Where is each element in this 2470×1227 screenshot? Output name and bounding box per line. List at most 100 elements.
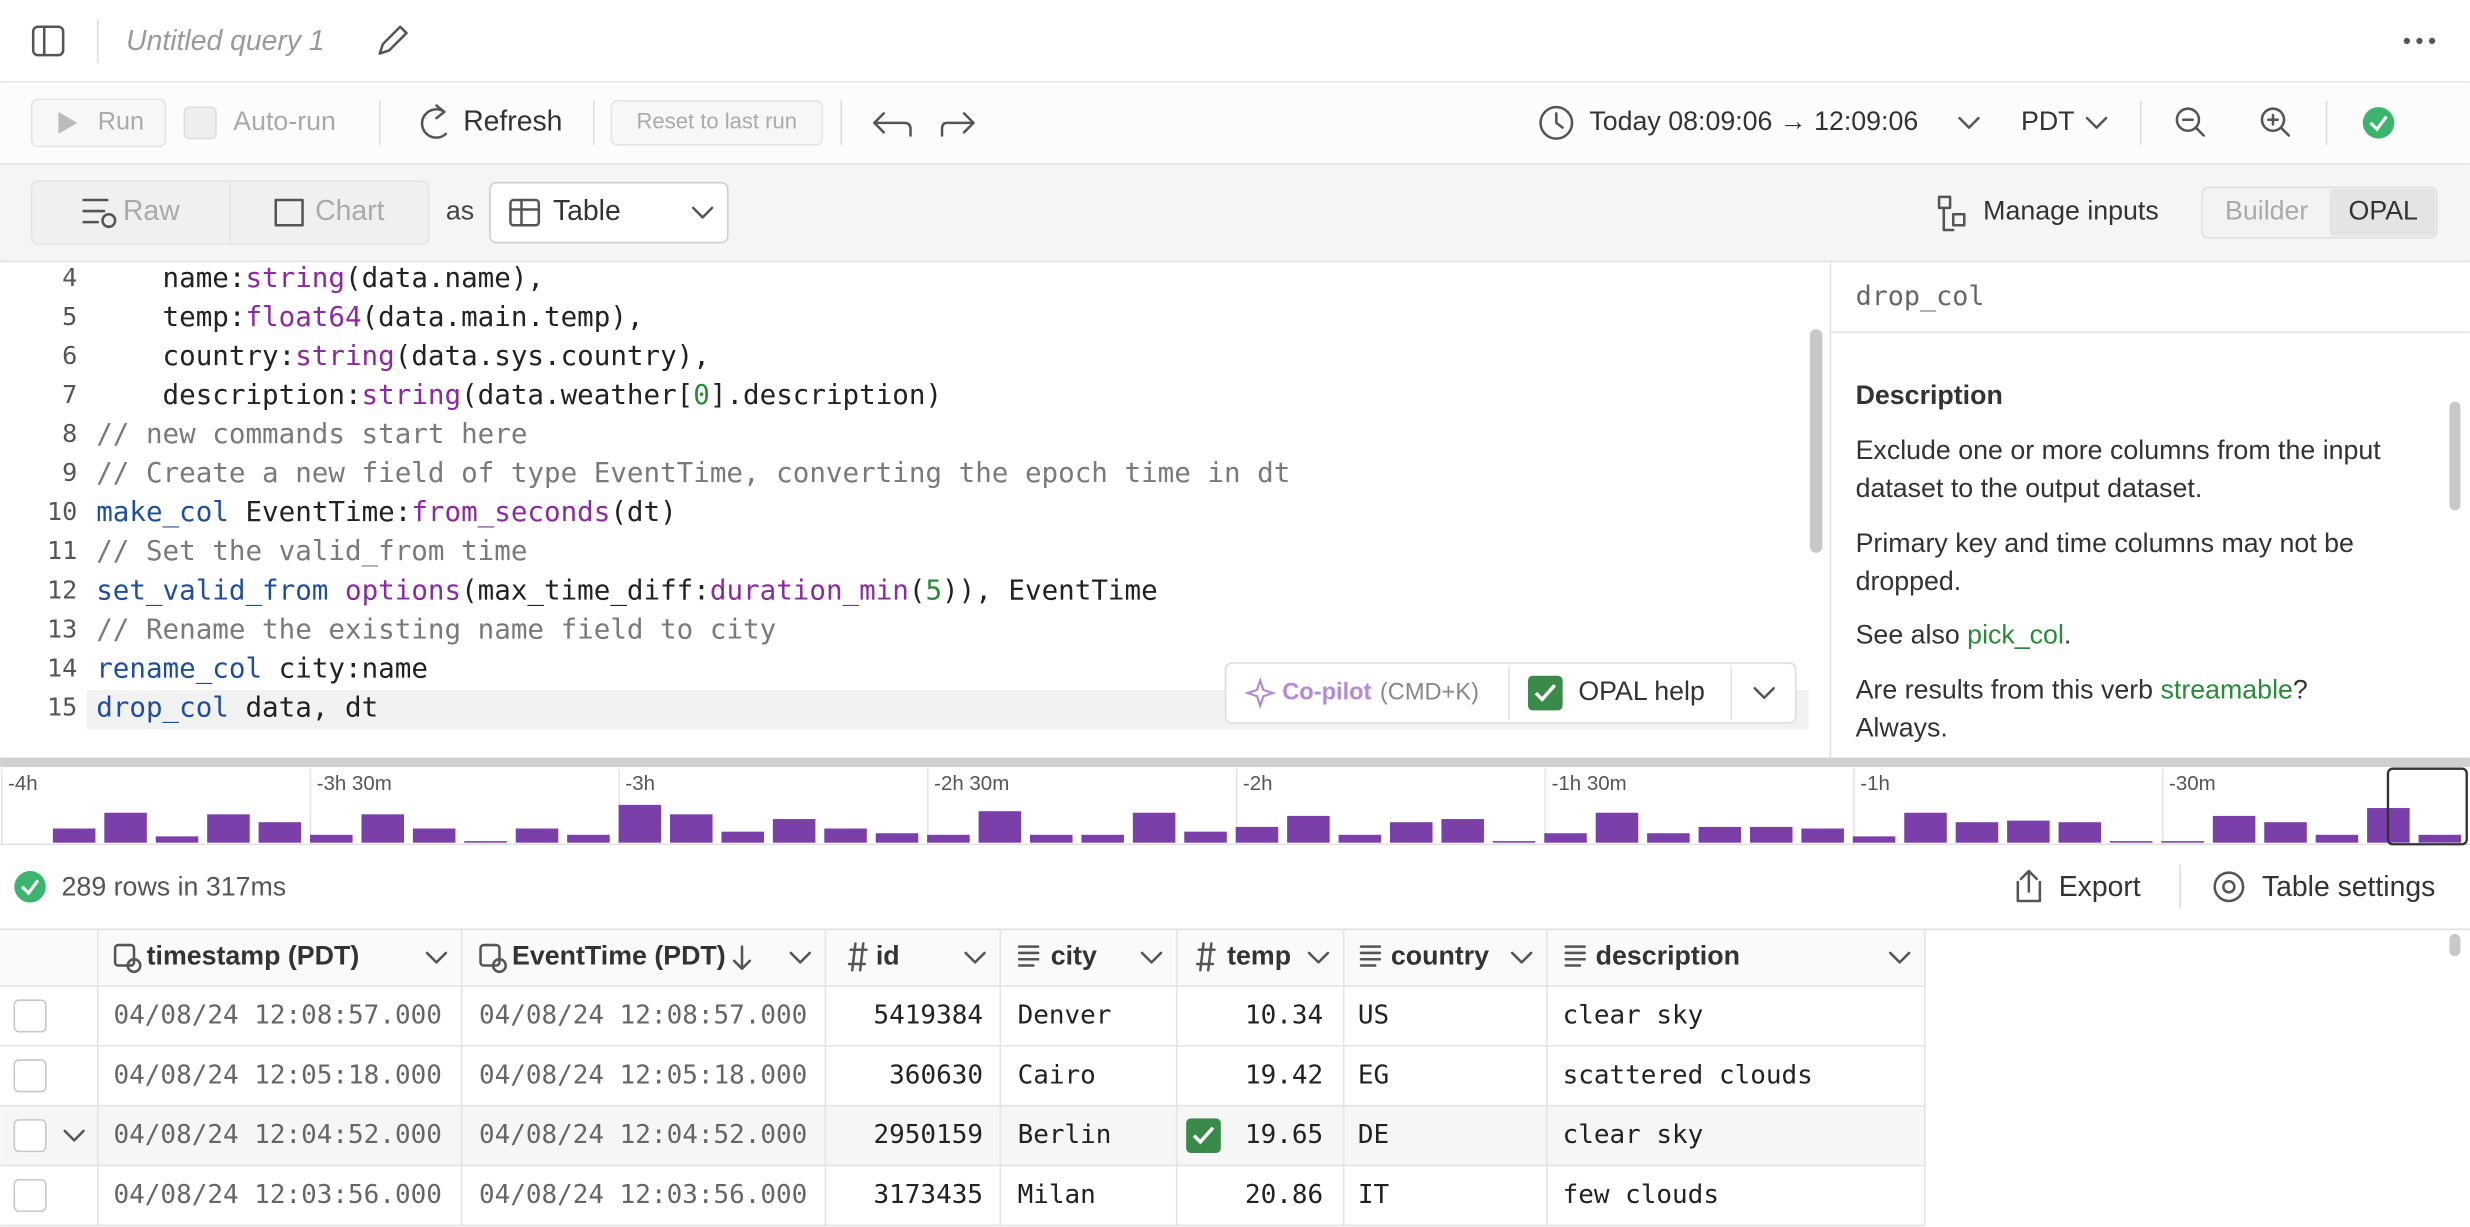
- histogram-bar[interactable]: [1595, 812, 1639, 843]
- histogram-bar[interactable]: [721, 831, 764, 843]
- histogram-bar[interactable]: [1852, 836, 1896, 843]
- histogram-bar[interactable]: [464, 841, 507, 843]
- column-header[interactable]: timestamp (PDT): [147, 941, 360, 971]
- histogram-bar[interactable]: [2058, 822, 2102, 843]
- undo-icon[interactable]: [873, 112, 912, 137]
- chevron[interactable]: [2085, 116, 2108, 129]
- histogram-bar[interactable]: [772, 819, 816, 843]
- column-header[interactable]: EventTime (PDT): [512, 941, 726, 971]
- row-checkbox[interactable]: [13, 1178, 47, 1213]
- column-menu[interactable]: [425, 951, 448, 964]
- histogram-bar[interactable]: [1030, 834, 1073, 843]
- column-header[interactable]: temp: [1227, 941, 1291, 971]
- histogram[interactable]: -4h -3h 30m -3h -2h 30m -2h -1h 30m -1h -30m: [0, 768, 2462, 845]
- histogram-bar[interactable]: [1287, 815, 1330, 843]
- histogram-bar[interactable]: [1184, 831, 1227, 843]
- histogram-bar[interactable]: [1492, 841, 1536, 843]
- view-select[interactable]: [489, 181, 729, 244]
- histogram-bar[interactable]: [2161, 841, 2204, 843]
- histogram-bar[interactable]: [412, 828, 456, 843]
- manage-inputs[interactable]: Manage inputs: [1983, 196, 2159, 226]
- zoom-in[interactable]: [2260, 107, 2290, 137]
- scrollbar[interactable]: [2449, 401, 2461, 511]
- histogram-bar[interactable]: [310, 834, 353, 843]
- splitter[interactable]: [0, 757, 2470, 768]
- refresh-icon[interactable]: [420, 104, 448, 139]
- histogram-bar[interactable]: [104, 812, 147, 843]
- column-menu[interactable]: [1140, 951, 1163, 964]
- histogram-bar[interactable]: [258, 822, 302, 843]
- raw-label[interactable]: Raw: [123, 195, 180, 227]
- help-token: dataset to the output dataset.: [1856, 473, 2203, 503]
- histogram-bar[interactable]: [515, 828, 559, 843]
- export[interactable]: Export: [2059, 871, 2141, 903]
- histogram-bar[interactable]: [1698, 826, 1742, 843]
- copilot-label[interactable]: Co-pilot: [1282, 679, 1371, 705]
- histogram-bar[interactable]: [978, 811, 1022, 843]
- chevron[interactable]: [1958, 116, 1980, 129]
- opal-help[interactable]: OPAL help: [1578, 676, 1704, 706]
- histogram-bar[interactable]: [52, 828, 96, 843]
- column-menu[interactable]: [1888, 951, 1911, 964]
- row-checkbox[interactable]: [13, 999, 47, 1033]
- column-menu[interactable]: [964, 951, 986, 964]
- scrollbar[interactable]: [1809, 329, 1823, 553]
- row-checkbox[interactable]: [13, 1119, 47, 1153]
- column-header[interactable]: description: [1596, 941, 1740, 971]
- more-menu[interactable]: [2403, 37, 2436, 45]
- auto-run-checkbox[interactable]: [183, 106, 217, 140]
- histogram-bar[interactable]: [2007, 820, 2050, 843]
- time-range[interactable]: Today 08:09:06 → 12:09:06: [1589, 106, 1918, 136]
- histogram-bar[interactable]: [1235, 826, 1279, 843]
- sidebar-toggle[interactable]: [31, 25, 65, 57]
- expand-row[interactable]: [63, 1129, 85, 1142]
- histogram-bar[interactable]: [670, 814, 713, 843]
- row-checkbox[interactable]: [13, 1059, 47, 1093]
- column-header[interactable]: city: [1051, 941, 1097, 971]
- histogram-bar[interactable]: [1801, 828, 1844, 843]
- refresh-label[interactable]: Refresh: [463, 105, 562, 137]
- histogram-bar[interactable]: [155, 836, 199, 843]
- histogram-bar[interactable]: [567, 834, 610, 843]
- histogram-bar[interactable]: [618, 804, 662, 843]
- column-header[interactable]: id: [876, 941, 900, 971]
- chart-label[interactable]: Chart: [315, 195, 384, 227]
- histogram-bar[interactable]: [2315, 834, 2359, 843]
- histogram-bar[interactable]: [1955, 822, 1999, 843]
- mode-label[interactable]: OPAL: [2349, 196, 2418, 226]
- timezone[interactable]: PDT: [2021, 106, 2075, 136]
- histogram-bar[interactable]: [1441, 819, 1484, 843]
- brush[interactable]: [2386, 767, 2468, 846]
- column-header[interactable]: country: [1391, 941, 1489, 971]
- query-title[interactable]: Untitled query 1: [126, 25, 325, 57]
- reset-button[interactable]: [610, 100, 824, 146]
- column-menu[interactable]: [1307, 951, 1330, 964]
- histogram-bar[interactable]: [1749, 826, 1793, 843]
- histogram-bar[interactable]: [1544, 833, 1587, 843]
- redo-icon[interactable]: [940, 112, 975, 137]
- rename-icon[interactable]: [378, 25, 408, 55]
- histogram-bar[interactable]: [927, 834, 970, 843]
- histogram-bar[interactable]: [2212, 815, 2256, 843]
- histogram-bar[interactable]: [361, 814, 404, 843]
- column-menu[interactable]: [1510, 951, 1533, 964]
- histogram-bar[interactable]: [1338, 834, 1382, 843]
- histogram-bar[interactable]: [1132, 812, 1176, 843]
- histogram-bar[interactable]: [1081, 834, 1124, 843]
- scrollbar[interactable]: [2449, 934, 2461, 957]
- histogram-bar[interactable]: [1647, 833, 1690, 843]
- histogram-bar[interactable]: [2109, 841, 2153, 843]
- table-settings[interactable]: Table settings: [2262, 871, 2435, 903]
- mode-label[interactable]: Builder: [2225, 196, 2308, 226]
- zoom-out[interactable]: [2175, 107, 2205, 137]
- histogram-bar[interactable]: [207, 814, 250, 843]
- column-menu[interactable]: [789, 951, 811, 964]
- histogram-bar[interactable]: [1904, 812, 1947, 843]
- histogram-bar[interactable]: [1389, 822, 1433, 843]
- run-button[interactable]: [30, 98, 167, 148]
- cell: 04/08/24 12:03:56.000: [114, 1180, 442, 1210]
- histogram-bar[interactable]: [2418, 834, 2462, 843]
- histogram-bar[interactable]: [2264, 822, 2307, 843]
- histogram-bar[interactable]: [824, 828, 867, 843]
- histogram-bar[interactable]: [875, 833, 919, 843]
